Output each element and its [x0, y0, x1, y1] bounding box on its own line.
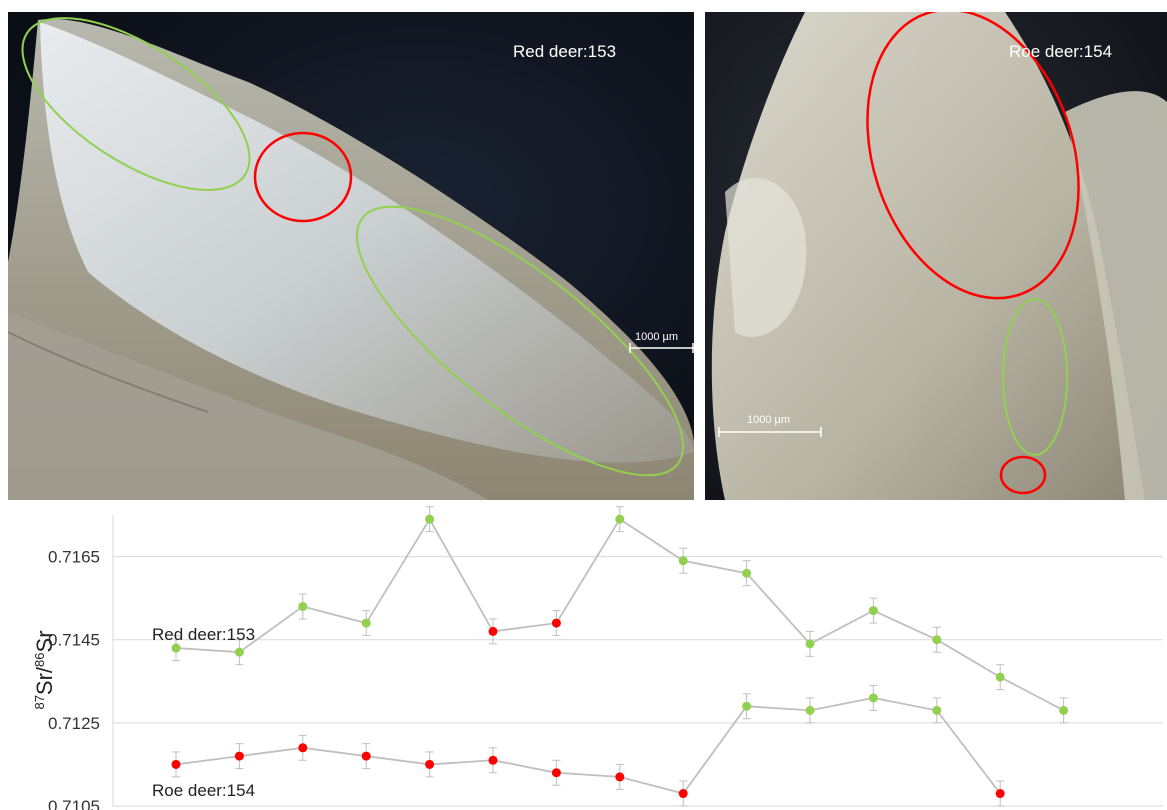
- data-point: [1059, 705, 1069, 715]
- roe-deer-tooth-image: [711, 12, 1167, 500]
- series-label-roe-deer: Roe deer:154: [152, 781, 255, 800]
- y-tick-label: 0.7165: [48, 548, 100, 567]
- data-point: [298, 601, 308, 611]
- data-point: [234, 647, 244, 657]
- data-point: [805, 639, 815, 649]
- grid-lines: [113, 556, 1163, 807]
- scale-label-right: 1000 µm: [747, 414, 791, 426]
- data-point: [995, 672, 1005, 682]
- data-point: [678, 789, 688, 799]
- data-point: [932, 705, 942, 715]
- data-point: [805, 705, 815, 715]
- y-axis-label: 87Sr/86Sr: [32, 630, 57, 709]
- data-point: [742, 568, 752, 578]
- y-tick-label: 0.7145: [48, 631, 100, 650]
- data-point: [171, 759, 181, 769]
- green-ellipse-lower: [355, 205, 685, 477]
- data-point: [868, 606, 878, 616]
- red-deer-tooth-image: [8, 17, 694, 500]
- scale-label-left: 1000 µm: [635, 331, 679, 343]
- red-ellipse: [253, 131, 353, 223]
- data-point: [868, 693, 878, 703]
- data-point: [615, 772, 625, 782]
- data-point: [551, 618, 561, 628]
- series-layer: [171, 506, 1069, 807]
- green-ellipse-upper: [21, 17, 251, 191]
- data-point: [361, 751, 371, 761]
- data-point: [488, 755, 498, 765]
- red-deer-tooth-photo: Red deer:153 1000 µm: [8, 12, 694, 500]
- y-tick-labels: 0.7105 0.7125 0.7145 0.7165: [48, 548, 100, 810]
- data-point: [171, 643, 181, 653]
- data-point: [551, 768, 561, 778]
- series-line-1: [175, 696, 1001, 795]
- data-point: [488, 626, 498, 636]
- photo-label-roe-deer: Roe deer:154: [1009, 42, 1113, 61]
- roe-deer-tooth-photo: Roe deer:154 1000 µm: [705, 12, 1167, 500]
- strontium-isotope-chart: 0.7105 0.7125 0.7145 0.7165 87Sr/86Sr Red d…: [32, 506, 1163, 810]
- series-line-0: [175, 517, 1065, 712]
- data-point: [234, 751, 244, 761]
- data-point: [425, 514, 435, 524]
- data-point: [742, 701, 752, 711]
- green-ellipse: [1002, 298, 1068, 456]
- y-tick-label: 0.7105: [48, 797, 100, 810]
- scale-bar-left: [629, 343, 694, 353]
- data-point: [932, 635, 942, 645]
- data-point: [678, 556, 688, 566]
- data-point: [361, 618, 371, 628]
- data-point: [298, 743, 308, 753]
- data-point: [995, 789, 1005, 799]
- red-ellipse-lower: [999, 455, 1047, 495]
- y-tick-label: 0.7125: [48, 714, 100, 733]
- scale-bar-right: [718, 427, 822, 437]
- red-ellipse-upper: [866, 12, 1080, 300]
- data-point: [615, 514, 625, 524]
- series-label-red-deer: Red deer:153: [152, 625, 255, 644]
- data-point: [425, 759, 435, 769]
- photo-label-red-deer: Red deer:153: [513, 42, 617, 61]
